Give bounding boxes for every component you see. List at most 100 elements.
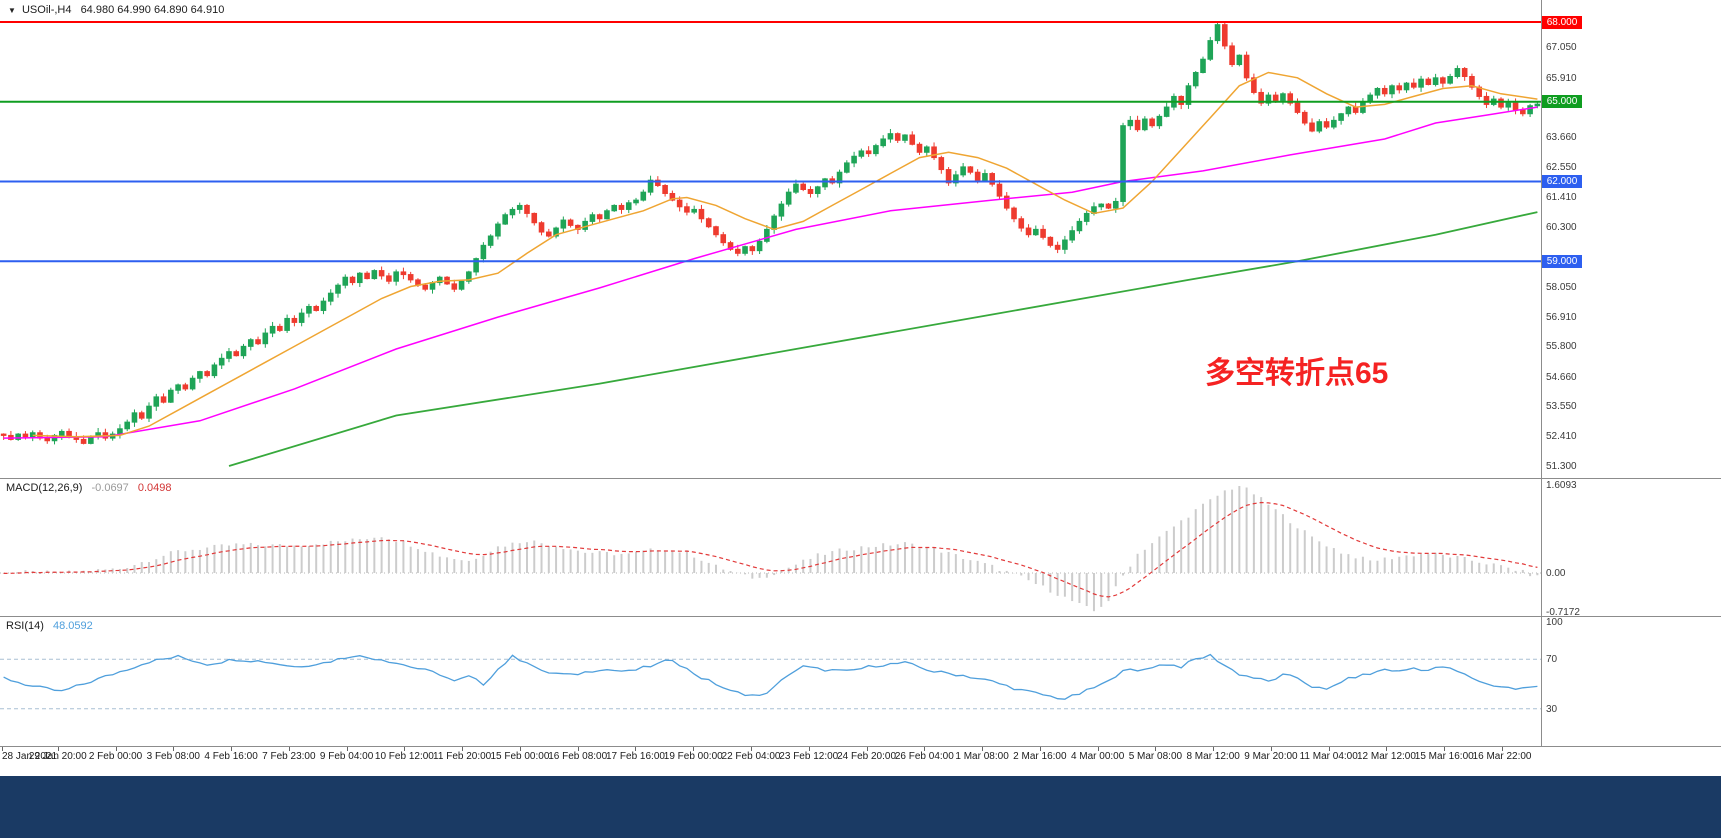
time-axis-tick xyxy=(1213,747,1215,751)
time-axis-tick xyxy=(288,747,290,751)
macd-histogram xyxy=(2,485,1539,612)
time-axis-label: 9 Feb 04:00 xyxy=(319,751,374,762)
time-axis-label: 3 Feb 08:00 xyxy=(146,751,200,762)
time-axis-label: 16 Mar 22:00 xyxy=(1472,751,1532,762)
rsi-indicator-chart[interactable] xyxy=(0,617,1721,746)
time-axis-label: 2 Mar 16:00 xyxy=(1013,751,1067,762)
time-axis-label: 9 Mar 20:00 xyxy=(1244,751,1298,762)
time-axis-tick xyxy=(577,747,579,751)
rsi-title: RSI(14) 48.0592 xyxy=(6,620,93,632)
time-axis-tick xyxy=(1155,747,1157,751)
ma-slow-green-line xyxy=(228,211,1538,467)
rsi-axis-label: 100 xyxy=(1546,617,1563,628)
panel-separator[interactable] xyxy=(0,616,1721,617)
time-axis-tick xyxy=(1386,747,1388,751)
time-axis-tick xyxy=(2,747,3,751)
price-tick-label: 55.800 xyxy=(1546,341,1577,353)
time-axis-label: 4 Feb 16:00 xyxy=(204,751,258,762)
time-axis-tick xyxy=(982,747,984,751)
time-axis-tick xyxy=(115,747,117,751)
time-axis-label: 24 Feb 20:00 xyxy=(837,751,897,762)
price-tick-label: 61.410 xyxy=(1546,192,1577,204)
time-axis-tick xyxy=(231,747,233,751)
time-axis-tick xyxy=(751,747,752,751)
macd-main-value: -0.0697 xyxy=(91,482,129,494)
time-axis-label: 1 Mar 08:00 xyxy=(955,751,1009,762)
time-axis-tick xyxy=(519,747,521,751)
panel-separator xyxy=(0,746,1721,747)
time-axis-tick xyxy=(693,747,695,751)
price-level-box: 68.000 xyxy=(1542,15,1582,29)
macd-name-label: MACD(12,26,9) xyxy=(6,482,83,494)
time-axis-label: 5 Mar 08:00 xyxy=(1128,751,1183,762)
chart-dropdown-icon[interactable]: ▼ xyxy=(8,6,16,15)
time-axis-tick xyxy=(1270,747,1272,751)
price-tick-label: 54.660 xyxy=(1546,371,1577,383)
ma-fast-orange-line xyxy=(32,71,1538,438)
main-price-chart[interactable] xyxy=(0,0,1721,478)
time-axis-tick xyxy=(173,747,175,751)
panel-separator[interactable] xyxy=(0,478,1721,479)
price-tick-label: 62.550 xyxy=(1546,161,1577,173)
time-axis-tick xyxy=(924,747,926,751)
time-axis-tick xyxy=(57,747,59,751)
price-tick-label: 60.300 xyxy=(1546,221,1577,233)
price-tick-label: 63.660 xyxy=(1546,132,1577,144)
time-axis-tick xyxy=(1097,747,1099,751)
macd-signal-value: 0.0498 xyxy=(137,482,172,494)
price-tick-label: 65.910 xyxy=(1546,72,1577,84)
time-axis-tick xyxy=(1328,747,1330,751)
time-axis-label: 8 Mar 12:00 xyxy=(1186,751,1240,762)
price-tick-label: 52.410 xyxy=(1546,431,1577,443)
time-axis-tick xyxy=(346,747,348,751)
macd-axis-label: 1.6093 xyxy=(1546,480,1577,491)
price-tick-label: 56.910 xyxy=(1546,311,1577,323)
price-axis-border xyxy=(1541,0,1542,746)
time-axis-tick xyxy=(1502,747,1504,751)
symbol-timeframe-label: USOil-,H4 xyxy=(21,4,72,16)
time-axis-label: 23 Feb 12:00 xyxy=(779,751,839,762)
time-axis-label: 11 Mar 04:00 xyxy=(1299,751,1358,762)
rsi-name-label: RSI(14) xyxy=(6,620,44,632)
time-axis-label: 2 Feb 00:00 xyxy=(88,751,143,762)
annotation-text: 多空转折点65 xyxy=(1205,357,1389,390)
rsi-value: 48.0592 xyxy=(52,620,93,632)
price-tick-label: 53.550 xyxy=(1546,401,1577,413)
time-axis-label: 26 Feb 04:00 xyxy=(894,751,954,762)
time-axis-label: 11 Feb 20:00 xyxy=(433,751,492,762)
rsi-axis-label: 70 xyxy=(1546,654,1558,666)
price-tick-label: 67.050 xyxy=(1546,42,1577,54)
price-level-box: 65.000 xyxy=(1542,95,1582,109)
time-axis-tick xyxy=(1039,747,1041,751)
rsi-axis-label: 30 xyxy=(1546,703,1558,715)
time-axis-label: 10 Feb 12:00 xyxy=(374,751,434,762)
rsi-line xyxy=(3,653,1538,700)
ohlc-values: 64.980 64.990 64.890 64.910 xyxy=(80,4,225,16)
price-tick-label: 58.050 xyxy=(1546,281,1577,293)
time-axis-label: 12 Mar 12:00 xyxy=(1357,751,1416,762)
time-axis-label: 16 Feb 08:00 xyxy=(548,751,608,762)
time-axis-tick xyxy=(635,747,637,751)
macd-signal-line xyxy=(3,501,1538,598)
macd-indicator-chart[interactable] xyxy=(0,479,1721,616)
time-axis-label: 19 Feb 00:00 xyxy=(663,751,723,762)
price-level-box: 59.000 xyxy=(1542,254,1582,268)
time-axis-tick xyxy=(404,747,406,751)
macd-title: MACD(12,26,9) -0.0697 0.0498 xyxy=(6,482,172,494)
macd-axis-label: -0.7172 xyxy=(1546,607,1580,619)
time-axis-tick xyxy=(1444,747,1446,751)
bottom-bar xyxy=(0,776,1721,838)
price-level-box: 62.000 xyxy=(1542,175,1582,189)
time-axis-label: 28 Jan 2021 xyxy=(2,751,58,762)
chart-title: ▼ USOil-,H4 64.980 64.990 64.890 64.910 xyxy=(8,4,224,16)
time-axis-tick xyxy=(462,747,464,751)
time-axis-label: 29 Jan 20:00 xyxy=(28,751,87,762)
time-axis-tick xyxy=(808,747,810,751)
ma-mid-magenta-line xyxy=(3,106,1538,439)
time-axis-label: 15 Mar 16:00 xyxy=(1414,751,1474,762)
time-axis-tick xyxy=(866,747,868,751)
time-axis-label: 4 Mar 00:00 xyxy=(1070,751,1125,762)
time-axis-label: 17 Feb 16:00 xyxy=(606,751,665,762)
macd-axis-label: 0.00 xyxy=(1546,568,1566,579)
